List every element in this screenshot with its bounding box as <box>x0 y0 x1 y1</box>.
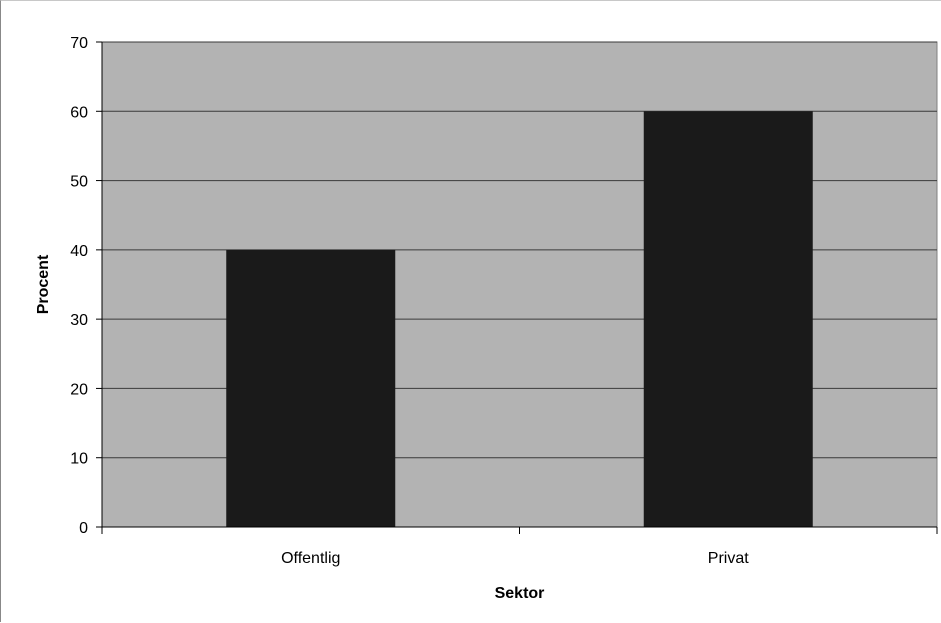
y-tick-label: 60 <box>70 104 88 121</box>
y-axis-ticks: 0 10 20 30 40 50 60 70 <box>70 35 102 537</box>
y-tick-label: 30 <box>70 312 88 329</box>
x-axis-title: Sektor <box>495 585 545 602</box>
y-axis-title: Procent <box>35 254 52 314</box>
x-tick-label: Offentlig <box>281 550 340 567</box>
y-tick-label: 10 <box>70 451 88 468</box>
y-tick-label: 40 <box>70 243 88 260</box>
bar-offentlig <box>226 249 396 527</box>
bar-privat <box>643 111 813 528</box>
y-tick-label: 70 <box>70 35 88 52</box>
y-tick-label: 50 <box>70 174 88 191</box>
y-tick-label: 20 <box>70 381 88 398</box>
x-tick-label: Privat <box>708 550 749 567</box>
x-axis-ticks: Offentlig Privat <box>101 527 938 567</box>
y-tick-label: 0 <box>79 520 88 537</box>
bars <box>226 111 813 528</box>
